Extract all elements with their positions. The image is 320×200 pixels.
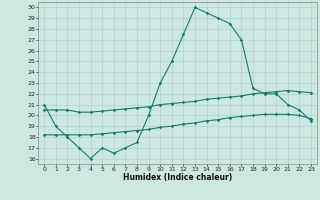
X-axis label: Humidex (Indice chaleur): Humidex (Indice chaleur) (123, 173, 232, 182)
